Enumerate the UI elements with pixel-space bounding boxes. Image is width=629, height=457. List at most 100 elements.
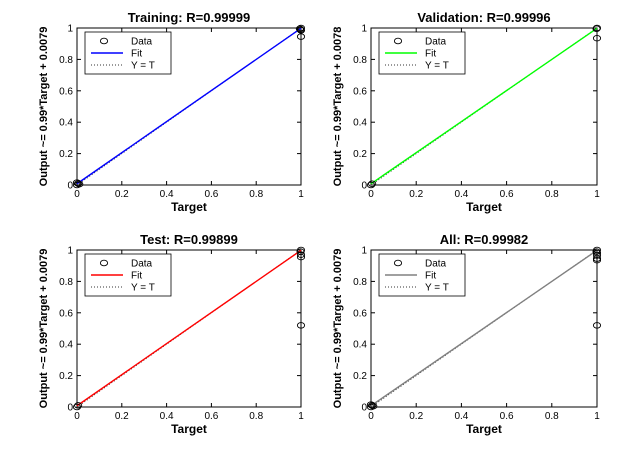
y-tick-label: 1: [67, 246, 73, 257]
x-tick-label: 0.6: [500, 189, 514, 200]
data-point: [296, 253, 306, 261]
data-point: [592, 252, 602, 259]
data-point: [296, 33, 306, 40]
legend-entry-label: Y = T: [425, 61, 449, 72]
x-tick-label: 0: [74, 411, 80, 422]
x-tick-label: 0: [368, 189, 374, 200]
legend-data-marker: [99, 259, 109, 267]
y-tick-label: 0.6: [353, 86, 367, 97]
data-point: [296, 27, 306, 34]
x-tick-label: 0.4: [160, 189, 174, 200]
legend-entry-label: Data: [131, 37, 153, 48]
x-axis-label: Target: [171, 422, 207, 436]
x-tick-label: 0.2: [409, 411, 423, 422]
y-tick-label: 0.2: [353, 371, 367, 382]
y-axis-label: Output ~= 0.99*Target + 0.0079: [332, 249, 344, 409]
y-tick-label: 0.2: [59, 371, 73, 382]
chart-title: Test: R=0.99899: [140, 232, 238, 247]
identity-line: [370, 249, 598, 408]
x-tick-label: 0.8: [545, 411, 559, 422]
y-tick-label: 0.8: [353, 277, 367, 288]
x-tick-label: 0: [368, 411, 374, 422]
legend-entry-label: Fit: [425, 271, 436, 282]
chart-title: Training: R=0.99999: [128, 10, 250, 25]
x-tick-label: 0.6: [204, 189, 218, 200]
data-point: [296, 251, 306, 258]
data-point: [75, 180, 84, 188]
x-tick-label: 0: [74, 189, 80, 200]
y-axis-label: Output ~= 0.99*Target + 0.0079: [38, 27, 50, 187]
regression-panel-4: 0 0.2 0.4 0.6 0.8 1 0 0.2 0.4 0.6 0.8 1 All: R=0.999…: [332, 232, 602, 436]
y-tick-label: 0.6: [59, 86, 73, 97]
x-tick-label: 0.6: [500, 411, 514, 422]
x-tick-label: 0.2: [409, 189, 423, 200]
y-axis-label: Output ~= 0.99*Target + 0.0078: [332, 27, 344, 187]
fit-line: [76, 249, 302, 407]
fit-line: [370, 249, 598, 407]
identity-line: [370, 27, 598, 186]
legend-entry-label: Fit: [425, 49, 436, 60]
legend-data-marker: [99, 37, 109, 45]
chart-title: All: R=0.99982: [440, 232, 529, 247]
x-tick-label: 0.8: [249, 411, 263, 422]
regression-panel-2: 0 0.2 0.4 0.6 0.8 1 0 0.2 0.4 0.6 0.8 1 Validation: …: [332, 10, 602, 214]
regression-panel-1: 0 0.2 0.4 0.6 0.8 1 0 0.2 0.4 0.6 0.8 1 Training: R=…: [38, 10, 306, 214]
x-tick-label: 1: [298, 411, 304, 422]
legend-box: [378, 253, 466, 297]
data-point: [72, 403, 82, 411]
fit-line: [370, 27, 598, 185]
regression-panel-3: 0 0.2 0.4 0.6 0.8 1 0 0.2 0.4 0.6 0.8 1 Test: R=0.99…: [38, 232, 306, 436]
y-tick-label: 1: [361, 24, 367, 35]
legend-data-marker: [393, 37, 403, 45]
data-point: [74, 402, 83, 409]
x-tick-label: 0.6: [204, 411, 218, 422]
x-axis-label: Target: [171, 200, 207, 214]
legend-entry-label: Data: [425, 259, 447, 270]
x-tick-label: 1: [298, 189, 304, 200]
x-tick-label: 0.4: [454, 411, 468, 422]
data-point: [295, 25, 304, 33]
data-point: [592, 322, 602, 329]
data-point: [369, 402, 378, 410]
x-axis-label: Target: [466, 200, 502, 214]
data-point: [366, 181, 376, 189]
data-point: [368, 402, 377, 409]
y-axis-label: Output ~= 0.99*Target + 0.0079: [38, 249, 50, 409]
legend-entry-label: Y = T: [425, 283, 449, 294]
x-tick-label: 0.2: [115, 189, 129, 200]
x-tick-label: 1: [594, 189, 600, 200]
y-tick-label: 0.6: [353, 308, 367, 319]
y-tick-label: 0.6: [59, 308, 73, 319]
y-tick-label: 0.8: [59, 55, 73, 66]
legend-entry-label: Y = T: [131, 283, 155, 294]
legend-data-marker: [393, 259, 403, 267]
data-point: [368, 180, 377, 187]
x-tick-label: 0.2: [115, 411, 129, 422]
legend-entry-label: Data: [131, 259, 153, 270]
y-tick-label: 1: [361, 246, 367, 257]
x-tick-label: 0.4: [160, 411, 174, 422]
data-point: [592, 256, 602, 264]
fit-line: [76, 27, 302, 185]
data-point: [592, 25, 601, 33]
y-tick-label: 1: [67, 24, 73, 35]
y-tick-label: 0: [67, 181, 73, 192]
x-axis-label: Target: [466, 422, 502, 436]
y-tick-label: 0.4: [353, 340, 367, 351]
y-tick-label: 0: [361, 403, 367, 414]
y-tick-label: 0.4: [59, 340, 73, 351]
legend-entry-label: Fit: [131, 49, 142, 60]
y-tick-label: 0: [67, 403, 73, 414]
y-tick-label: 0.8: [353, 55, 367, 66]
data-point: [72, 179, 82, 186]
legend-entry-label: Fit: [131, 271, 142, 282]
y-tick-label: 0: [361, 181, 367, 192]
x-tick-label: 0.4: [454, 189, 468, 200]
data-point: [592, 34, 602, 42]
legend-entry-label: Y = T: [131, 61, 155, 72]
